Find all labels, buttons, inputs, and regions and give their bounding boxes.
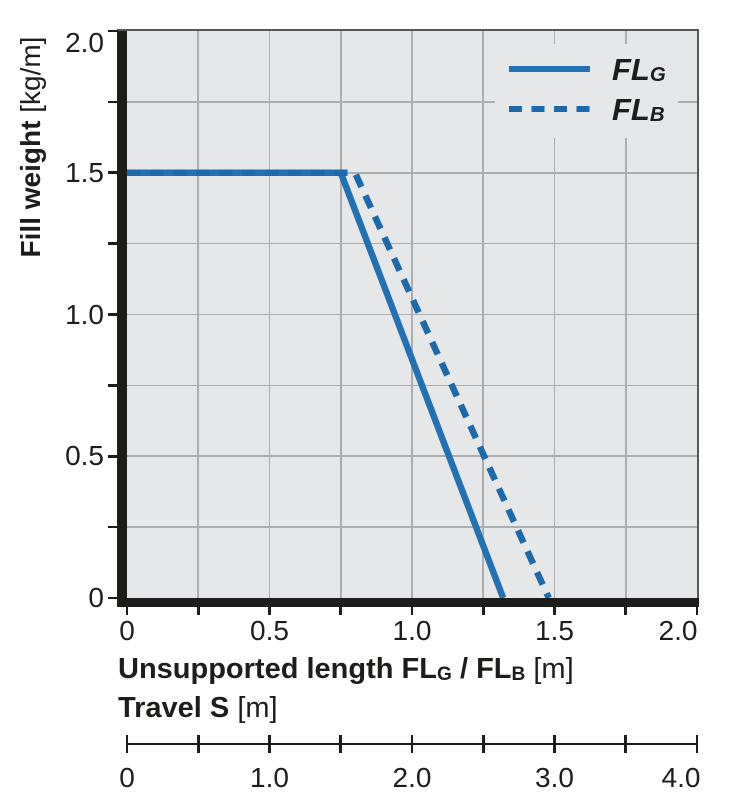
x-axis-title-text: Unsupported length [118,653,394,685]
x-axis-tick [481,607,485,615]
legend-flb-sub: B [649,103,665,127]
y-axis-tick [108,525,118,529]
gridline-horizontal [127,101,697,103]
travel-tick [624,735,628,753]
y-axis-tick [108,313,118,316]
y-axis-tick [108,29,118,33]
legend-label-flb: FLB [612,94,665,125]
y-axis-line [117,29,127,607]
y-tick-label: 0.5 [65,440,104,472]
dashed-line-swatch [509,105,590,113]
travel-tick [410,735,414,753]
gridline-horizontal [127,171,697,174]
x-axis-tick [125,607,129,615]
x-axis-tick [410,607,414,615]
x-tick-label: 1.5 [535,615,574,646]
x-axis-tick [624,607,628,615]
y-tick-label: 0 [88,582,104,613]
travel-tick-label: 4.0 [661,762,701,793]
y-axis-tick [108,596,118,600]
x-axis-slash: / [459,653,468,685]
travel-tick [268,735,271,753]
travel-tick-label: 3.0 [535,762,574,793]
x-axis-flg-sub: G [436,663,452,685]
gridline-vertical [482,31,485,598]
y-axis-title-text: Fill weight [15,120,46,258]
x-tick-label: 2.0 [658,615,698,646]
x-axis-tick [268,607,271,615]
x-axis-tick [339,607,343,615]
x-axis-flg: FLG [401,653,452,685]
travel-tick [196,735,200,753]
legend-flb-main: FL [612,91,650,127]
x-tick-label: 0 [119,615,135,646]
solid-line-swatch [509,65,590,73]
gridline-horizontal [127,313,697,316]
travel-tick-label: 1.0 [250,762,289,793]
legend-item-flb: FLB [495,89,678,129]
x-tick-label: 1.0 [392,615,432,646]
travel-tick [553,735,556,753]
gridline-horizontal [127,242,697,245]
travel-title-text: Travel S [118,692,230,724]
gridline-vertical [624,31,627,598]
y-axis-tick [108,171,118,175]
travel-tick-label: 2.0 [392,762,432,793]
travel-tick [481,735,485,753]
x-axis-tick [196,607,200,615]
legend: FLG FLB [495,44,678,138]
y-axis-tick [108,242,118,245]
plot-right-border [697,29,699,598]
x-axis-line [117,598,699,607]
legend-flg-main: FL [612,51,650,87]
gridline-vertical [553,31,556,598]
travel-axis-unit: [m] [237,692,278,724]
travel-axis-title: Travel S [m] [118,692,278,725]
legend-item-flg: FLG [495,49,678,89]
legend-label-flg: FLG [612,54,666,85]
x-axis-flb: FLB [476,653,526,685]
x-axis-flb-sub: B [511,663,526,685]
travel-tick [339,735,343,753]
x-axis-tick [553,607,556,615]
x-axis-unit: [m] [533,653,574,685]
plot-area: FLG FLB [127,31,697,598]
y-axis-title: Fill weight [kg/m] [15,37,47,258]
plot-top-border [117,29,699,31]
x-axis-tick [695,607,699,615]
y-tick-label: 1.5 [65,156,104,188]
travel-tick [695,735,699,753]
y-axis-tick [108,384,118,387]
y-tick-label: 1.0 [65,298,104,330]
x-axis-title: Unsupported length FLG / FLB [m] [118,653,574,686]
travel-tick [125,735,129,753]
x-tick-label: 0.5 [250,615,289,646]
travel-tick-label: 0 [119,762,135,793]
legend-flg-sub: G [649,63,666,87]
y-tick-label: 2.0 [65,27,104,58]
y-axis-tick [108,454,118,458]
y-axis-tick [108,100,118,104]
